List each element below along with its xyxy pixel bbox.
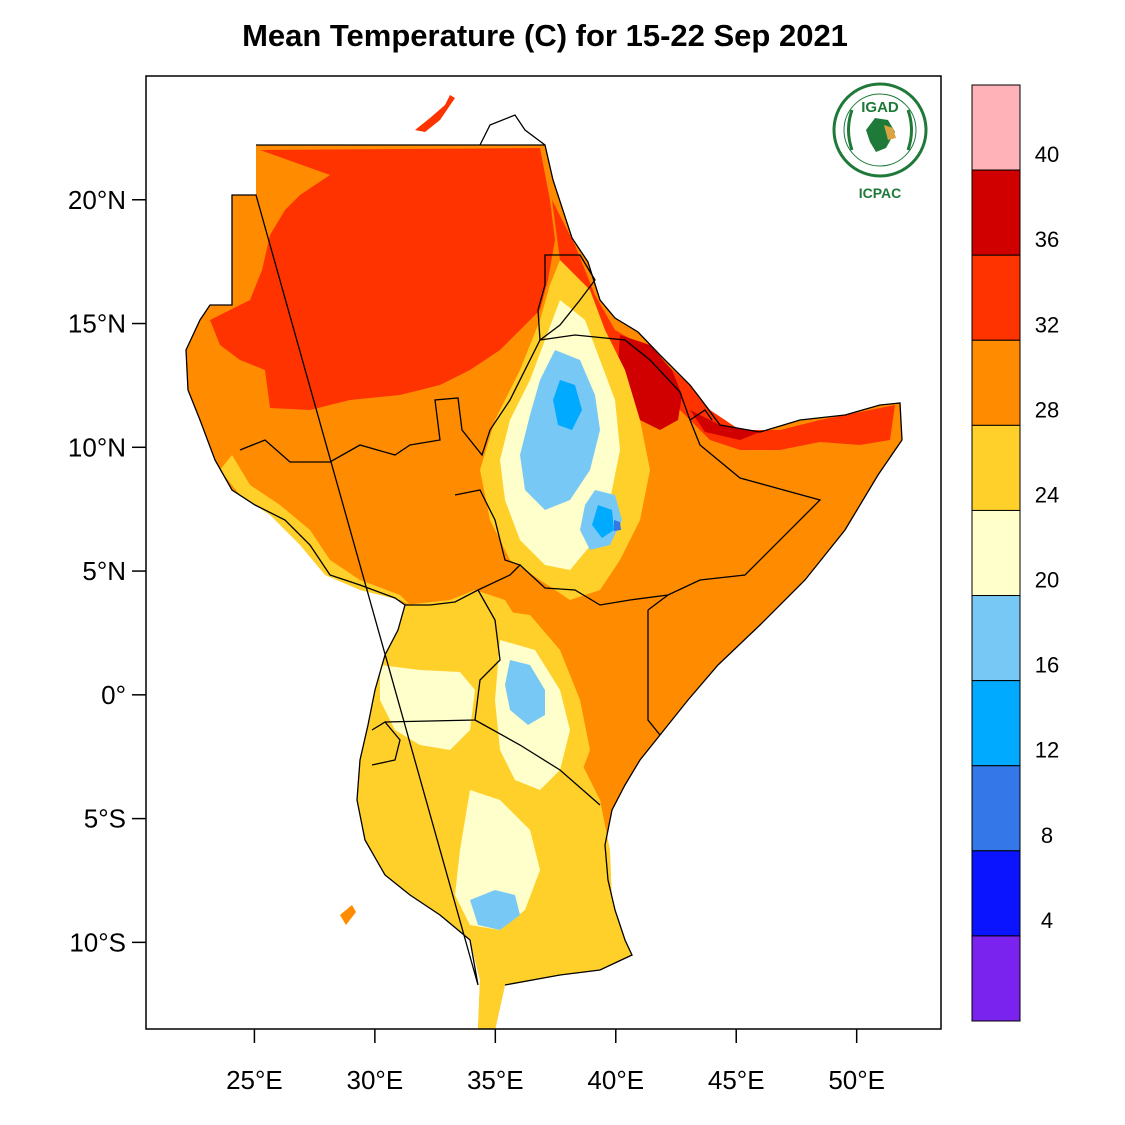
y-tick-label: 10°N (68, 432, 126, 462)
x-axis: 25°E 30°E 35°E 40°E 45°E 50°E (226, 1029, 885, 1095)
colorbar-swatch (971, 765, 1021, 852)
y-tick-label: 5°N (82, 556, 126, 586)
map-title: Mean Temperature (C) for 15-22 Sep 2021 (242, 18, 848, 53)
colorbar-label: 4 (1041, 908, 1053, 933)
x-tick-label: 25°E (226, 1065, 283, 1095)
colorbar-label: 36 (1035, 227, 1059, 252)
plot-frame (145, 75, 942, 1030)
logo-top-text: IGAD (861, 99, 899, 116)
colorbar-label: 8 (1041, 823, 1053, 848)
logo-bottom-text: ICPAC (859, 185, 902, 201)
x-tick-label: 40°E (587, 1065, 644, 1095)
island-feature (415, 95, 455, 132)
colorbar-label: 16 (1035, 653, 1059, 678)
colorbar-label: 32 (1035, 312, 1059, 337)
colorbar-swatch (971, 595, 1021, 682)
island-feature (340, 905, 356, 925)
colorbar-label: 28 (1035, 397, 1059, 422)
colorbar-swatch (971, 254, 1021, 341)
colorbar-swatch (971, 169, 1021, 256)
x-tick-label: 30°E (347, 1065, 404, 1095)
x-tick-label: 45°E (708, 1065, 765, 1095)
y-tick-label: 20°N (68, 185, 126, 215)
colorbar-swatch (971, 84, 1021, 171)
colorbar-label: 24 (1035, 482, 1059, 507)
mild-zone-lake (380, 665, 475, 750)
cool-zone-highland (520, 350, 600, 510)
x-tick-label: 35°E (467, 1065, 524, 1095)
colorbar-swatch (971, 850, 1021, 937)
y-axis: 20°N 15°N 10°N 5°N 0° 5°S 10°S (68, 185, 146, 957)
y-tick-label: 0° (101, 680, 126, 710)
colorbar-swatch (971, 424, 1021, 511)
colorbar-swatch (971, 935, 1021, 1022)
cold-spot (592, 505, 614, 538)
colorbar-swatch (971, 339, 1021, 426)
y-tick-label: 10°S (69, 927, 126, 957)
cold-spot (614, 520, 621, 531)
country-borders (185, 114, 903, 986)
colorbar-label: 40 (1035, 142, 1059, 167)
y-tick-label: 5°S (84, 804, 126, 834)
very-hot-zone (690, 410, 760, 440)
hot-zone-north (210, 148, 555, 410)
colorbar-swatch (971, 680, 1021, 767)
cool-zone-tanzania (470, 890, 520, 930)
cool-zone-kenya (505, 660, 545, 725)
map-fields (185, 95, 903, 1029)
y-tick-label: 15°N (68, 309, 126, 339)
warm-zone-west (220, 455, 410, 605)
x-tick-label: 50°E (828, 1065, 885, 1095)
colorbar-label: 12 (1035, 738, 1059, 763)
colorbar-label: 20 (1035, 568, 1059, 593)
cold-spot (553, 380, 582, 430)
igad-icpac-logo: IGAD ICPAC (832, 82, 928, 201)
colorbar: 40 36 32 28 24 20 16 12 8 4 (971, 84, 1059, 1022)
mild-zone-tanzania (455, 790, 540, 930)
colorbar-swatch (971, 509, 1021, 597)
